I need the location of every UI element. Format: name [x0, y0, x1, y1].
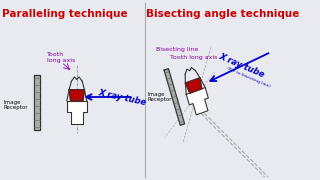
Text: Tooth
long axis: Tooth long axis: [47, 52, 75, 63]
Polygon shape: [186, 87, 208, 115]
Polygon shape: [69, 90, 84, 101]
Polygon shape: [67, 101, 87, 124]
Text: Tooth long axis: Tooth long axis: [170, 55, 217, 60]
Text: Bisecting angle technique: Bisecting angle technique: [146, 9, 300, 19]
Polygon shape: [185, 78, 202, 93]
Text: Paralleling technique: Paralleling technique: [2, 9, 127, 19]
Text: X ray tube: X ray tube: [98, 88, 147, 107]
Text: Bisecting line: Bisecting line: [156, 47, 198, 52]
Text: Image
Receptor: Image Receptor: [4, 100, 28, 110]
Text: Image
Receptor: Image Receptor: [147, 92, 172, 102]
Text: (Per to bisecting line): (Per to bisecting line): [226, 66, 271, 88]
Text: X ray tube: X ray tube: [218, 52, 266, 80]
Polygon shape: [34, 75, 40, 130]
Polygon shape: [164, 69, 185, 125]
